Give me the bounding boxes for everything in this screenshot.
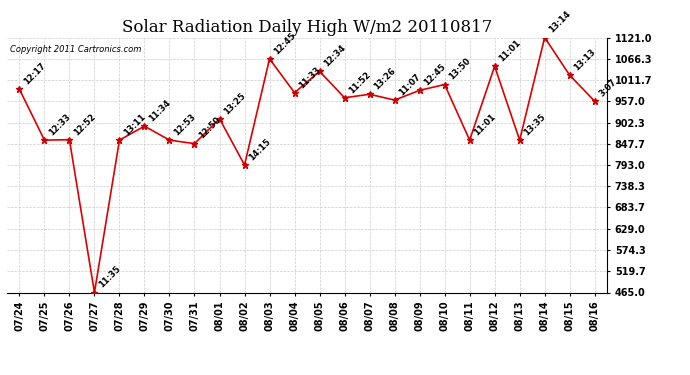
Text: 12:53: 12:53 <box>172 112 197 137</box>
Text: 13:26: 13:26 <box>373 66 397 92</box>
Text: 11:07: 11:07 <box>397 72 422 97</box>
Text: 11:35: 11:35 <box>97 264 123 290</box>
Text: 12:45: 12:45 <box>273 31 297 56</box>
Text: 11:01: 11:01 <box>473 112 497 137</box>
Text: Copyright 2011 Cartronics.com: Copyright 2011 Cartronics.com <box>10 45 141 54</box>
Text: 12:50: 12:50 <box>197 116 223 141</box>
Text: 13:25: 13:25 <box>222 91 248 116</box>
Text: 12:52: 12:52 <box>72 112 97 137</box>
Text: 11:52: 11:52 <box>347 70 373 95</box>
Text: 13:50: 13:50 <box>447 57 473 82</box>
Text: 11:34: 11:34 <box>147 98 172 123</box>
Title: Solar Radiation Daily High W/m2 20110817: Solar Radiation Daily High W/m2 20110817 <box>122 19 492 36</box>
Text: 11:01: 11:01 <box>497 38 523 63</box>
Text: 3:07: 3:07 <box>598 78 618 99</box>
Text: 13:13: 13:13 <box>573 47 598 72</box>
Text: 12:17: 12:17 <box>22 61 48 86</box>
Text: 13:11: 13:11 <box>122 112 148 137</box>
Text: 13:14: 13:14 <box>547 9 573 35</box>
Text: 12:34: 12:34 <box>322 43 348 69</box>
Text: 13:35: 13:35 <box>522 112 548 137</box>
Text: 12:33: 12:33 <box>47 112 72 137</box>
Text: 12:45: 12:45 <box>422 62 448 88</box>
Text: 14:15: 14:15 <box>247 137 273 162</box>
Text: 11:33: 11:33 <box>297 65 322 90</box>
